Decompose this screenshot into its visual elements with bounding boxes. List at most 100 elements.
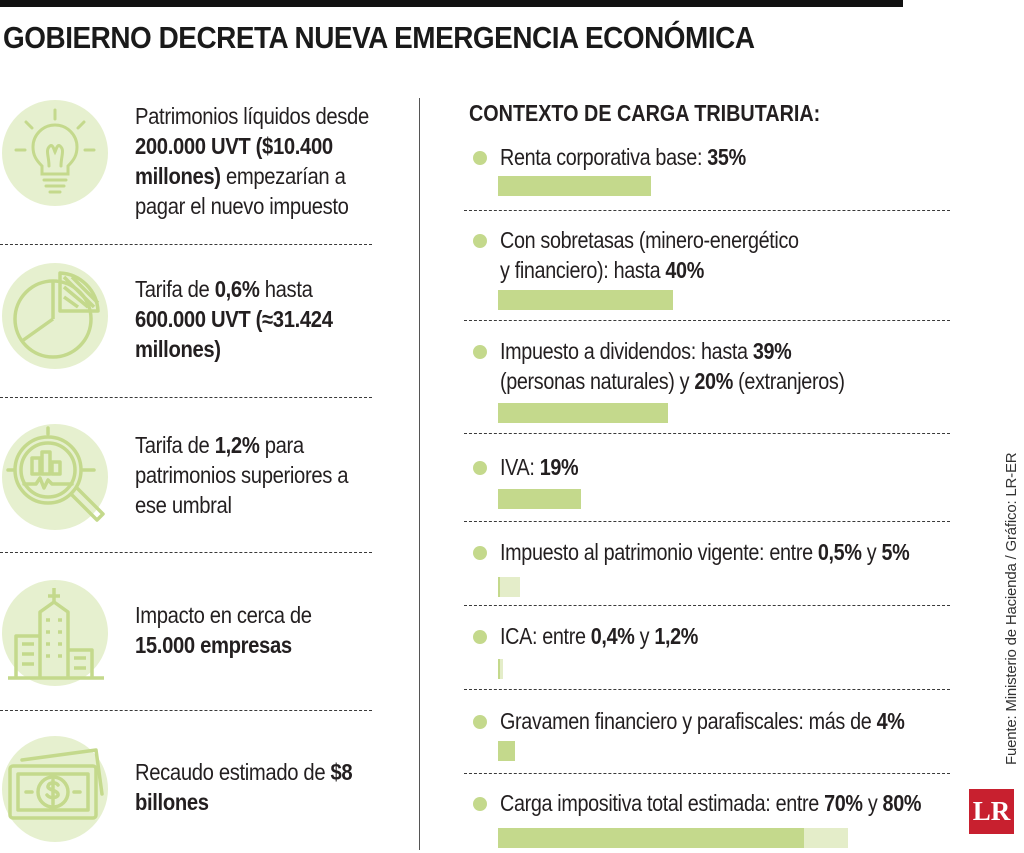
label-line: Carga impositiva total estimada: entre 7…: [500, 788, 921, 818]
text-segment: empezarían a pagar el nuevo impuesto: [135, 163, 349, 219]
lr-logo: LR: [969, 789, 1014, 834]
bar-primary: [498, 828, 804, 848]
bullet-icon: [473, 345, 487, 359]
separator: [464, 320, 950, 321]
tax-item-label: Renta corporativa base: 35%: [500, 142, 746, 172]
chart-title: CONTEXTO DE CARGA TRIBUTARIA:: [469, 100, 821, 126]
separator: [0, 710, 372, 711]
label-segment: y: [634, 623, 655, 649]
bullet-icon: [473, 797, 487, 811]
info-item-text: Recaudo estimado de $8 billones: [135, 757, 373, 817]
label-segment: ICA: entre: [500, 623, 591, 649]
value-label: 80%: [882, 790, 922, 816]
value-label: 0,5%: [817, 539, 862, 565]
text-segment: Tarifa de: [135, 276, 215, 302]
separator: [0, 397, 372, 398]
bar-primary: [498, 290, 673, 310]
tax-item-label: Carga impositiva total estimada: entre 7…: [500, 788, 921, 818]
separator: [464, 210, 950, 211]
label-segment: Renta corporativa base:: [500, 144, 708, 170]
buildings-icon: [2, 580, 108, 686]
tax-item-label: Con sobretasas (minero-energético y finan…: [500, 225, 799, 285]
text-segment: hasta: [259, 276, 313, 302]
tax-item-label: Gravamen financiero y parafiscales: más …: [500, 706, 905, 736]
value-label: 5%: [881, 539, 910, 565]
bar-primary: [498, 403, 669, 423]
bar-primary: [498, 489, 582, 509]
separator: [464, 773, 950, 774]
label-line: Con sobretasas (minero-energético: [500, 225, 799, 255]
bar-primary: [498, 577, 501, 597]
value-label: 4%: [876, 708, 905, 734]
separator: [0, 552, 372, 553]
label-line: Impuesto a dividendos: hasta 39%: [500, 336, 845, 366]
tax-item-label: Impuesto a dividendos: hasta 39% (persona…: [500, 336, 845, 396]
highlight-text: $8 billones: [135, 759, 353, 815]
bullet-icon: [473, 234, 487, 248]
separator: [464, 689, 950, 690]
bar-secondary: [498, 577, 520, 597]
label-segment: y: [861, 539, 882, 565]
value-label: 19%: [539, 454, 579, 480]
separator: [464, 433, 950, 434]
bar-secondary: [498, 659, 504, 679]
separator: [0, 244, 372, 245]
value-label: 0,4%: [590, 623, 635, 649]
label-segment: Gravamen financiero y parafiscales: más …: [500, 708, 877, 734]
bullet-icon: [473, 715, 487, 729]
label-segment: Impuesto a dividendos: hasta: [500, 338, 753, 364]
highlight-text: 15.000 empresas: [135, 632, 292, 658]
info-item-text: Impacto en cerca de 15.000 empresas: [135, 600, 373, 660]
info-item-text: Patrimonios líquidos desde 200.000 UVT (…: [135, 101, 373, 221]
text-segment: para patrimonios superiores a ese umbral: [135, 432, 349, 518]
label-segment: y financiero): hasta: [500, 257, 666, 283]
label-segment: IVA:: [500, 454, 540, 480]
value-label: 39%: [752, 338, 792, 364]
label-line: Gravamen financiero y parafiscales: más …: [500, 706, 905, 736]
lightbulb-icon: [2, 100, 108, 206]
label-segment: y: [862, 790, 883, 816]
top-rule: [0, 0, 903, 7]
highlight-text: 1,2%: [214, 432, 260, 458]
bullet-icon: [473, 461, 487, 475]
info-item-text: Tarifa de 0,6% hasta 600.000 UVT (≈31.42…: [135, 274, 373, 364]
label-segment: Con sobretasas (minero-energético: [500, 227, 799, 253]
bullet-icon: [473, 630, 487, 644]
label-line: IVA: 19%: [500, 452, 579, 482]
bullet-icon: [473, 151, 487, 165]
bar-primary: [498, 741, 516, 761]
info-item-text: Tarifa de 1,2% para patrimonios superior…: [135, 430, 373, 520]
bullet-icon: [473, 546, 487, 560]
tax-item-label: IVA: 19%: [500, 452, 579, 482]
bar-primary: [498, 659, 500, 679]
value-label: 70%: [824, 790, 863, 816]
highlight-text: 0,6%: [214, 276, 260, 302]
label-line: Impuesto al patrimonio vigente: entre 0,…: [500, 537, 910, 567]
label-segment: (extranjeros): [732, 368, 845, 394]
magnifier-chart-icon: [2, 424, 108, 530]
text-segment: Recaudo estimado de: [135, 759, 331, 785]
highlight-text: 600.000 UVT (≈31.424 millones): [135, 306, 333, 362]
label-segment: Carga impositiva total estimada: entre: [500, 790, 825, 816]
label-line: ICA: entre 0,4% y 1,2%: [500, 621, 698, 651]
text-segment: Tarifa de: [135, 432, 215, 458]
separator: [464, 521, 950, 522]
value-label: 40%: [665, 257, 704, 283]
value-label: 35%: [707, 144, 746, 170]
highlight-text: 200.000 UVT ($10.400 millones): [135, 133, 333, 189]
bar-primary: [498, 176, 651, 196]
source-credit: Fuente: Ministerio de Hacienda / Gráfico…: [1003, 452, 1020, 765]
column-divider: [419, 98, 420, 850]
text-segment: Patrimonios líquidos desde: [135, 103, 369, 129]
value-label: 20%: [694, 368, 733, 394]
money-bill-icon: [2, 736, 108, 842]
text-segment: Impacto en cerca de: [135, 602, 312, 628]
label-line: (personas naturales) y 20% (extranjeros): [500, 366, 845, 396]
separator: [464, 605, 950, 606]
tax-item-label: ICA: entre 0,4% y 1,2%: [500, 621, 698, 651]
page-title: GOBIERNO DECRETA NUEVA EMERGENCIA ECONÓM…: [3, 20, 755, 55]
label-line: y financiero): hasta 40%: [500, 255, 799, 285]
value-label: 1,2%: [654, 623, 699, 649]
label-line: Renta corporativa base: 35%: [500, 142, 746, 172]
label-segment: (personas naturales) y: [500, 368, 695, 394]
